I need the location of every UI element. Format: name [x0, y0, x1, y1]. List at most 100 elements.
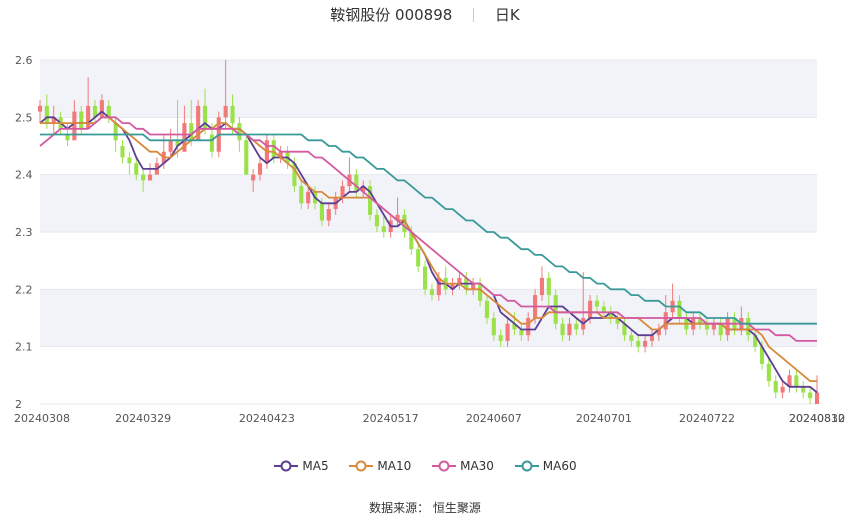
candle-up[interactable]	[86, 77, 91, 129]
candle-down[interactable]	[766, 358, 771, 387]
candle-up[interactable]	[656, 323, 661, 341]
ma-line-ma30	[39, 116, 817, 342]
candle-up[interactable]	[257, 157, 263, 181]
candle-up[interactable]	[361, 180, 366, 198]
candle-body	[72, 111, 77, 141]
candle-down[interactable]	[175, 100, 180, 158]
candle-down[interactable]	[299, 180, 304, 210]
candle-up[interactable]	[223, 60, 228, 129]
candle-down[interactable]	[574, 318, 579, 336]
candle-down[interactable]	[134, 157, 139, 181]
candle-up[interactable]	[147, 163, 153, 181]
candle-up[interactable]	[251, 168, 256, 192]
candle-down[interactable]	[553, 289, 558, 330]
candle-up[interactable]	[182, 105, 187, 152]
candle-down[interactable]	[636, 335, 641, 353]
candle-down[interactable]	[608, 306, 613, 324]
candle-down[interactable]	[484, 295, 490, 324]
candle-down[interactable]	[594, 295, 600, 313]
x-tick-label: 20240308	[14, 412, 70, 425]
candle-down[interactable]	[381, 214, 386, 238]
candle-up[interactable]	[99, 94, 104, 118]
candle-up[interactable]	[725, 312, 730, 341]
candle-down[interactable]	[519, 323, 524, 341]
candle-down[interactable]	[491, 312, 496, 341]
candle-up[interactable]	[306, 186, 311, 210]
candle-up[interactable]	[539, 266, 545, 301]
candle-up[interactable]	[787, 369, 792, 393]
candle-up[interactable]	[154, 157, 159, 175]
candle-down[interactable]	[629, 329, 634, 347]
candle-up[interactable]	[814, 375, 820, 404]
candle-body	[643, 340, 648, 347]
candle-up[interactable]	[567, 318, 572, 341]
candle-down[interactable]	[560, 318, 565, 341]
candle-down[interactable]	[794, 369, 799, 393]
candle-down[interactable]	[677, 295, 682, 324]
candle-down[interactable]	[374, 209, 379, 232]
candle-down[interactable]	[808, 386, 813, 404]
candle-down[interactable]	[773, 375, 778, 399]
candle-down[interactable]	[244, 134, 249, 175]
bg-band	[40, 60, 817, 118]
period-label[interactable]: 日K	[494, 6, 520, 24]
legend-item-ma10[interactable]: MA10	[348, 458, 411, 473]
candle-down[interactable]	[422, 260, 428, 296]
candle-down[interactable]	[615, 312, 620, 330]
candle-down[interactable]	[141, 168, 146, 192]
candle-down[interactable]	[546, 272, 551, 307]
candle-body	[395, 214, 400, 221]
candle-up[interactable]	[37, 100, 43, 124]
candle-up[interactable]	[450, 277, 455, 296]
candle-down[interactable]	[698, 312, 703, 330]
candle-down[interactable]	[416, 243, 421, 273]
candle-down[interactable]	[189, 100, 194, 146]
gridlines	[40, 59, 817, 405]
candle-body	[725, 318, 730, 336]
candle-body	[37, 105, 43, 112]
legend-item-ma5[interactable]: MA5	[273, 458, 329, 473]
candle-down[interactable]	[354, 168, 359, 198]
candle-down[interactable]	[601, 300, 606, 318]
candle-down[interactable]	[429, 283, 435, 301]
candle-down[interactable]	[718, 318, 723, 341]
candle-down[interactable]	[127, 151, 132, 175]
candle-body	[560, 323, 565, 336]
candle-down[interactable]	[478, 277, 483, 307]
candle-down[interactable]	[498, 329, 503, 347]
candle-body	[491, 318, 496, 336]
candle-down[interactable]	[704, 318, 710, 336]
candle-down[interactable]	[367, 180, 373, 221]
candle-up[interactable]	[278, 146, 283, 164]
candle-up[interactable]	[168, 128, 173, 158]
candle-body	[99, 100, 104, 118]
candle-down[interactable]	[202, 88, 208, 135]
candle-up[interactable]	[51, 105, 56, 135]
candle-up[interactable]	[471, 277, 476, 296]
candle-up[interactable]	[340, 180, 345, 204]
candle-down[interactable]	[622, 318, 627, 341]
candle-body	[319, 203, 324, 221]
candle-up[interactable]	[663, 295, 668, 336]
candle-down[interactable]	[801, 381, 806, 399]
x-tick-label: 20240607	[466, 412, 522, 425]
candle-down[interactable]	[753, 329, 758, 353]
candle-body	[429, 289, 435, 296]
legend-item-ma30[interactable]: MA30	[431, 458, 494, 473]
candle-down[interactable]	[120, 140, 125, 164]
candle-up[interactable]	[526, 312, 531, 341]
candle-up[interactable]	[505, 318, 510, 347]
candle-down[interactable]	[79, 105, 84, 135]
candle-up[interactable]	[457, 272, 462, 290]
candle-up[interactable]	[643, 335, 648, 353]
candle-up[interactable]	[649, 329, 655, 347]
candle-up[interactable]	[72, 100, 77, 141]
candle-down[interactable]	[402, 209, 407, 238]
candle-up[interactable]	[780, 381, 785, 399]
candle-down[interactable]	[746, 312, 751, 341]
candle-down[interactable]	[92, 100, 98, 124]
candle-up[interactable]	[711, 318, 716, 336]
legend-item-ma60[interactable]: MA60	[514, 458, 577, 473]
candle-up[interactable]	[326, 203, 331, 227]
candle-down[interactable]	[106, 100, 111, 124]
